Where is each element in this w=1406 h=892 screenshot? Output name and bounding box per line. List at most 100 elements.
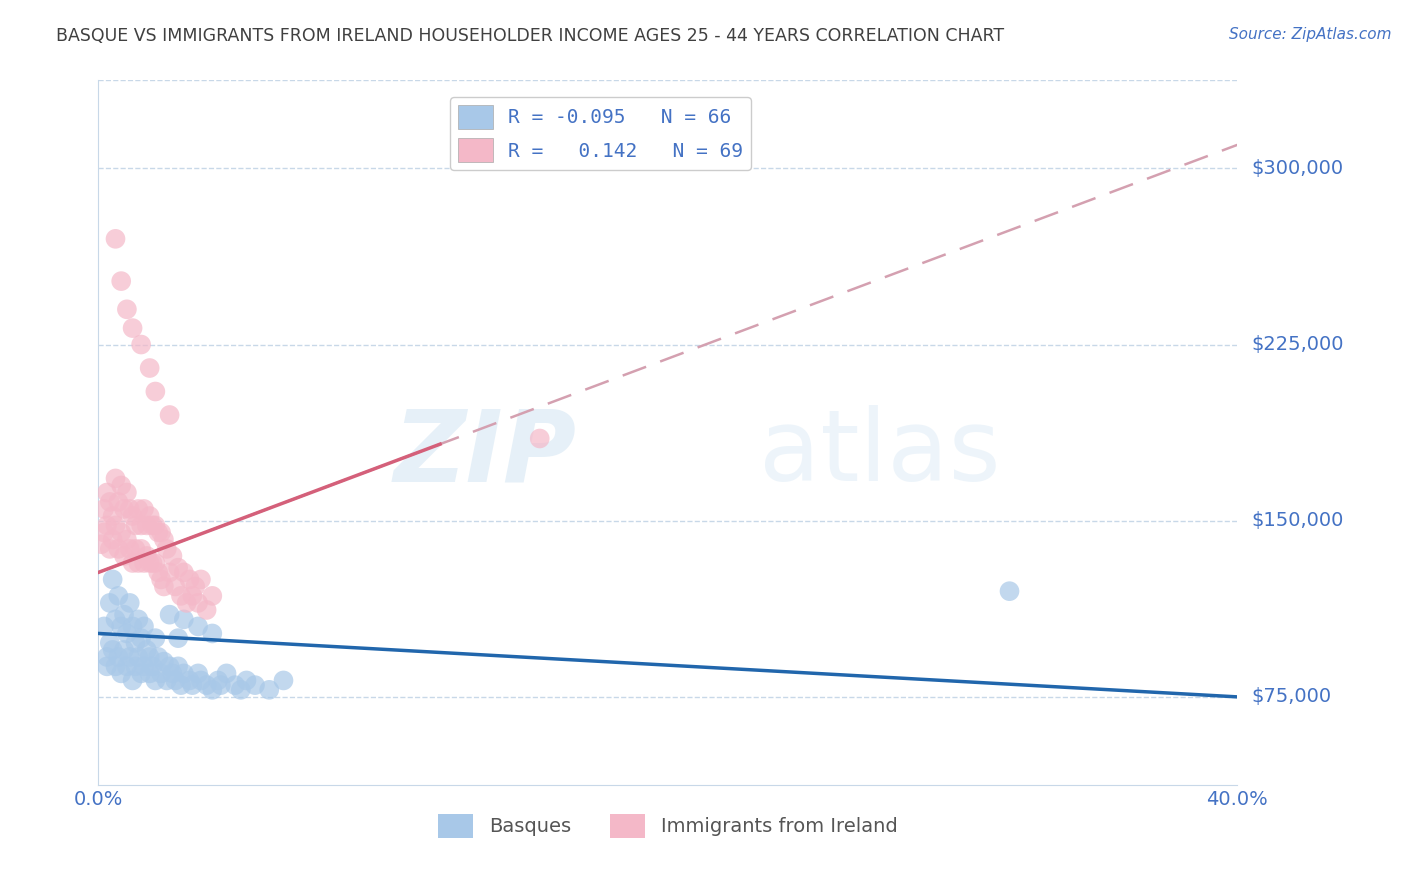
Point: [148, 525, 170, 540]
Point: [127, 556, 149, 570]
Point: [145, 673, 167, 688]
Point: [104, 612, 127, 626]
Point: [170, 589, 193, 603]
Point: [159, 566, 181, 580]
Point: [118, 596, 141, 610]
Point: [96, 659, 118, 673]
Point: [141, 518, 163, 533]
Point: [115, 302, 138, 317]
Point: [998, 584, 1021, 599]
Point: [190, 673, 212, 688]
Text: $300,000: $300,000: [1251, 159, 1343, 178]
Point: [173, 566, 195, 580]
Point: [153, 579, 176, 593]
Point: [96, 649, 118, 664]
Point: [195, 678, 218, 692]
Text: Source: ZipAtlas.com: Source: ZipAtlas.com: [1229, 27, 1392, 42]
Text: atlas: atlas: [759, 405, 1001, 502]
Point: [190, 573, 212, 587]
Point: [98, 541, 121, 556]
Point: [165, 579, 187, 593]
Point: [156, 673, 179, 688]
Point: [124, 518, 146, 533]
Point: [201, 626, 224, 640]
Point: [156, 541, 179, 556]
Point: [145, 384, 167, 399]
Text: $225,000: $225,000: [1251, 335, 1344, 354]
Point: [181, 589, 204, 603]
Text: $75,000: $75,000: [1251, 688, 1331, 706]
Point: [159, 408, 181, 422]
Point: [129, 518, 152, 533]
Point: [107, 541, 129, 556]
Point: [135, 549, 157, 563]
Point: [150, 666, 173, 681]
Point: [132, 619, 155, 633]
Point: [224, 678, 246, 692]
Point: [112, 502, 135, 516]
Point: [115, 485, 138, 500]
Point: [110, 525, 132, 540]
Point: [121, 556, 143, 570]
Point: [127, 612, 149, 626]
Point: [167, 560, 190, 574]
Point: [153, 655, 176, 669]
Point: [124, 541, 146, 556]
Point: [195, 603, 218, 617]
Point: [101, 573, 124, 587]
Point: [127, 649, 149, 664]
Point: [173, 612, 195, 626]
Point: [132, 659, 155, 673]
Point: [135, 518, 157, 533]
Point: [187, 596, 209, 610]
Point: [90, 537, 112, 551]
Point: [112, 549, 135, 563]
Point: [273, 673, 295, 688]
Point: [162, 549, 184, 563]
Point: [132, 502, 155, 516]
Legend: Basques, Immigrants from Ireland: Basques, Immigrants from Ireland: [430, 806, 905, 846]
Point: [110, 274, 132, 288]
Point: [129, 541, 152, 556]
Point: [179, 573, 201, 587]
Point: [110, 478, 132, 492]
Point: [187, 619, 209, 633]
Point: [101, 508, 124, 523]
Point: [138, 649, 160, 664]
Point: [98, 636, 121, 650]
Point: [129, 337, 152, 351]
Point: [107, 649, 129, 664]
Point: [243, 678, 266, 692]
Point: [165, 673, 187, 688]
Point: [176, 596, 198, 610]
Point: [101, 643, 124, 657]
Point: [93, 525, 115, 540]
Point: [93, 502, 115, 516]
Point: [104, 232, 127, 246]
Point: [132, 556, 155, 570]
Text: $150,000: $150,000: [1251, 511, 1344, 530]
Point: [118, 541, 141, 556]
Point: [115, 626, 138, 640]
Text: ZIP: ZIP: [394, 405, 576, 502]
Point: [115, 533, 138, 547]
Point: [121, 619, 143, 633]
Point: [259, 682, 281, 697]
Point: [184, 579, 207, 593]
Text: BASQUE VS IMMIGRANTS FROM IRELAND HOUSEHOLDER INCOME AGES 25 - 44 YEARS CORRELAT: BASQUE VS IMMIGRANTS FROM IRELAND HOUSEH…: [56, 27, 1004, 45]
Point: [124, 636, 146, 650]
Point: [159, 659, 181, 673]
Point: [110, 619, 132, 633]
Point: [201, 589, 224, 603]
Point: [118, 649, 141, 664]
Point: [104, 659, 127, 673]
Point: [121, 321, 143, 335]
Point: [118, 502, 141, 516]
Point: [167, 659, 190, 673]
Point: [148, 566, 170, 580]
Point: [209, 678, 232, 692]
Point: [93, 619, 115, 633]
Point: [187, 666, 209, 681]
Point: [150, 573, 173, 587]
Point: [181, 678, 204, 692]
